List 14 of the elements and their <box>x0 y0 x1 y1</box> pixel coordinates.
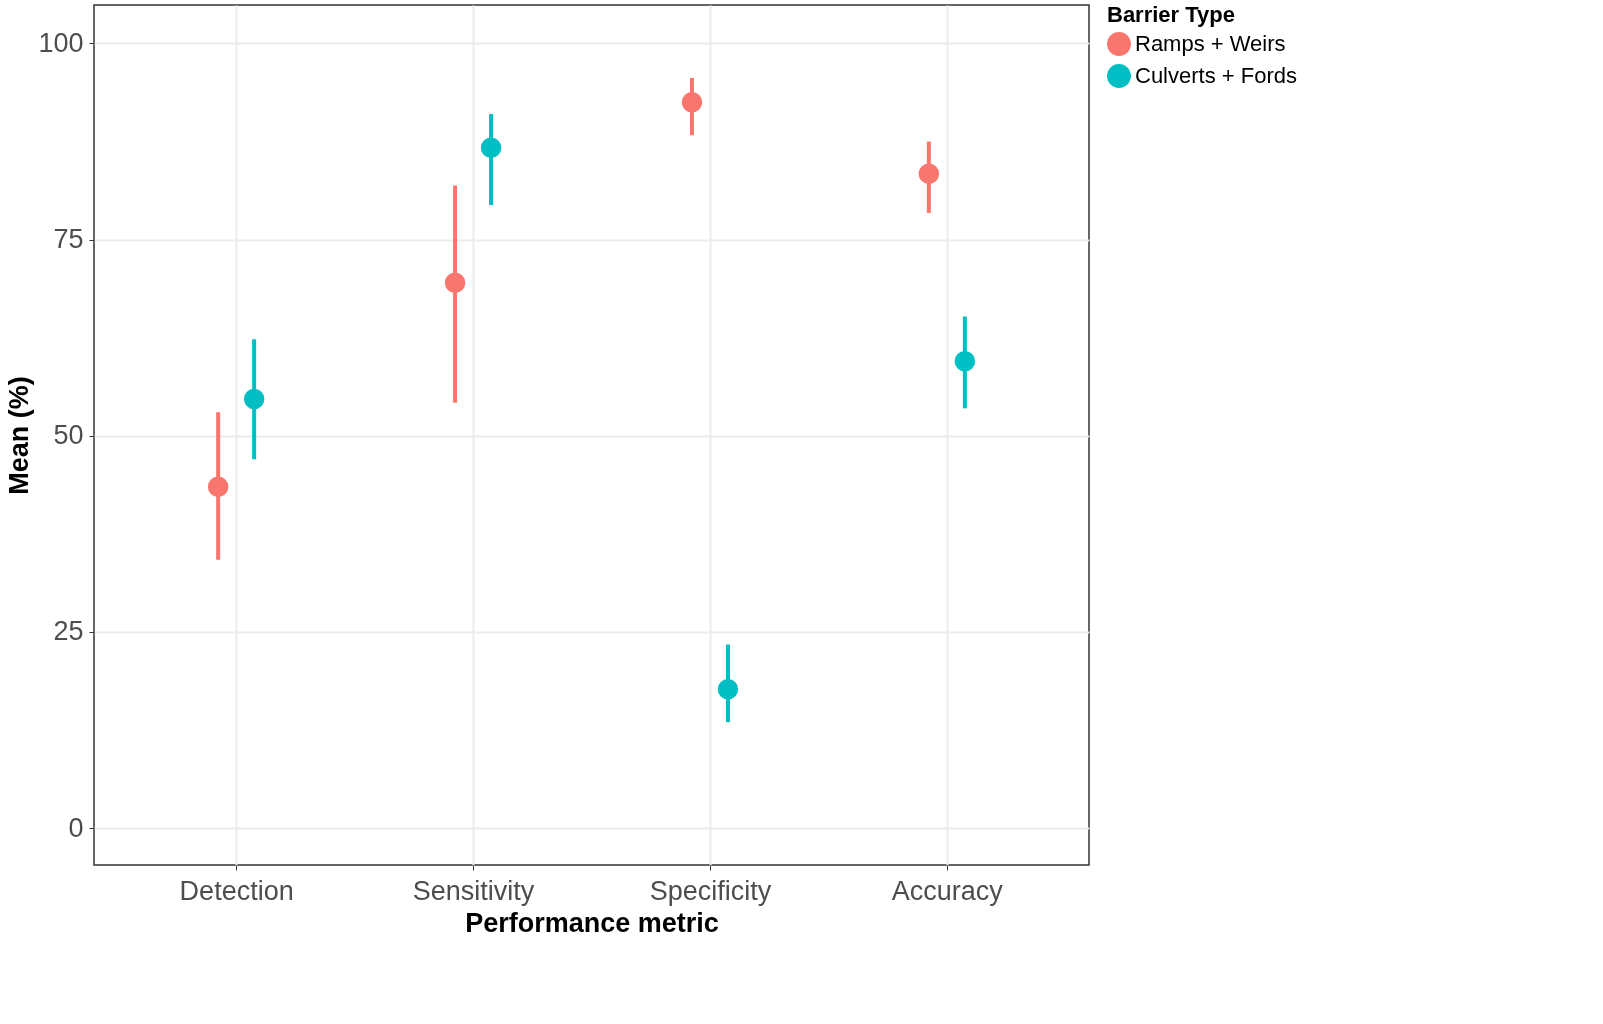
y-tick-label: 75 <box>53 224 84 255</box>
y-tick-label: 100 <box>38 27 84 58</box>
legend-title: Barrier Type <box>1107 2 1235 27</box>
x-tick-label: Accuracy <box>891 875 1004 906</box>
x-tick-label: Sensitivity <box>412 875 535 906</box>
y-tick-label: 25 <box>53 616 84 647</box>
y-axis-title: Mean (%) <box>4 376 35 495</box>
x-tick-label: Specificity <box>649 875 772 906</box>
y-tick-label: 0 <box>68 812 84 843</box>
x-tick-label: Detection <box>179 875 294 906</box>
legend-label: Ramps + Weirs <box>1135 31 1286 56</box>
x-axis-title: Performance metric <box>465 907 719 938</box>
y-tick-label: 50 <box>53 420 84 451</box>
legend-label: Culverts + Fords <box>1135 63 1297 88</box>
